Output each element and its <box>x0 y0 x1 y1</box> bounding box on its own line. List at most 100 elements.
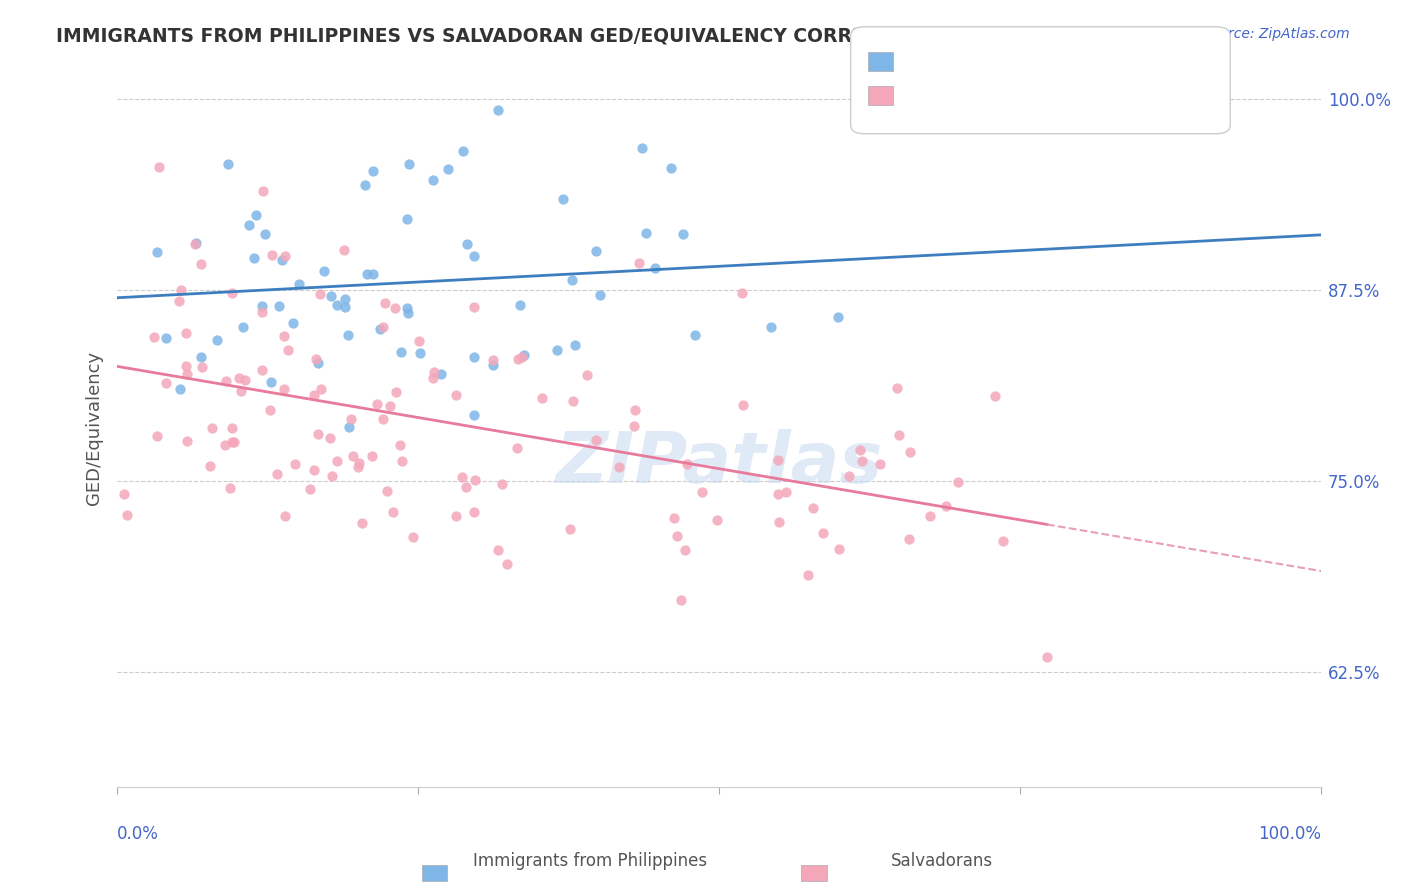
Point <box>243 251 266 265</box>
Point <box>422 371 444 385</box>
Point <box>558 522 581 536</box>
Point <box>342 449 364 463</box>
Point <box>766 486 789 500</box>
Point <box>491 476 513 491</box>
Point <box>288 277 311 291</box>
Point <box>983 389 1005 403</box>
Point <box>946 475 969 490</box>
Point <box>486 103 509 118</box>
Point <box>664 510 686 524</box>
Point <box>886 381 908 395</box>
Point <box>224 435 246 450</box>
Point <box>309 287 332 301</box>
Text: -0.443: -0.443 <box>935 87 994 105</box>
Point <box>273 382 295 396</box>
Point <box>252 184 274 198</box>
Point <box>496 558 519 572</box>
Point <box>186 236 208 251</box>
Text: Salvadorans: Salvadorans <box>891 852 993 870</box>
Point <box>444 388 467 402</box>
Point <box>775 484 797 499</box>
Point <box>174 359 197 374</box>
Point <box>176 434 198 448</box>
Point <box>201 421 224 435</box>
Point <box>228 371 250 385</box>
Point <box>267 299 290 313</box>
Point <box>347 456 370 470</box>
Point <box>486 543 509 558</box>
Point <box>281 316 304 330</box>
Point <box>628 255 651 269</box>
Point <box>869 457 891 471</box>
Point <box>299 483 322 497</box>
Point <box>672 227 695 241</box>
Point <box>361 267 384 281</box>
Point <box>898 533 921 547</box>
Point <box>422 172 444 186</box>
Point <box>920 509 942 524</box>
Point <box>307 356 329 370</box>
Point <box>451 470 474 484</box>
Point <box>184 237 207 252</box>
Point <box>368 322 391 336</box>
Point <box>307 426 329 441</box>
Point <box>304 462 326 476</box>
Point <box>277 343 299 357</box>
Point <box>463 249 485 263</box>
Point <box>838 469 860 483</box>
Point <box>395 212 418 227</box>
Point <box>561 273 583 287</box>
Point <box>408 346 430 360</box>
Point <box>145 429 167 443</box>
Point <box>564 338 586 352</box>
Point <box>828 542 851 557</box>
Point <box>266 467 288 482</box>
Point <box>509 298 531 312</box>
Point <box>561 394 583 409</box>
Point <box>389 345 412 359</box>
Point <box>669 593 692 607</box>
Point <box>382 505 405 519</box>
Point <box>233 373 256 387</box>
Point <box>337 327 360 342</box>
Point <box>378 399 401 413</box>
Point <box>384 385 406 400</box>
Point <box>250 363 273 377</box>
Point <box>169 283 191 297</box>
Point <box>848 443 870 458</box>
Point <box>388 437 411 451</box>
Point <box>506 352 529 367</box>
Point <box>312 264 335 278</box>
Point <box>148 161 170 175</box>
Point <box>463 505 485 519</box>
Point <box>354 178 377 193</box>
Point <box>340 412 363 426</box>
Point <box>731 285 754 300</box>
Point <box>361 449 384 463</box>
Point <box>274 249 297 263</box>
Text: Immigrants from Philippines: Immigrants from Philippines <box>474 852 707 870</box>
Point <box>482 352 505 367</box>
Point <box>444 508 467 523</box>
Point <box>143 330 166 344</box>
Y-axis label: GED/Equivalency: GED/Equivalency <box>86 351 103 505</box>
Point <box>238 218 260 232</box>
Point <box>337 420 360 434</box>
Text: N= 125: N= 125 <box>1054 87 1118 105</box>
Point <box>437 161 460 176</box>
Point <box>347 460 370 475</box>
Point <box>585 244 607 259</box>
Point <box>1036 650 1059 665</box>
Point <box>284 458 307 472</box>
Point <box>676 458 699 472</box>
Point <box>252 305 274 319</box>
Point <box>451 144 474 158</box>
Point <box>408 334 430 348</box>
Point <box>350 516 373 530</box>
Point <box>546 343 568 357</box>
Point <box>530 391 553 405</box>
Point <box>551 192 574 206</box>
Point <box>218 481 240 495</box>
Point <box>169 382 191 396</box>
Point <box>155 376 177 390</box>
